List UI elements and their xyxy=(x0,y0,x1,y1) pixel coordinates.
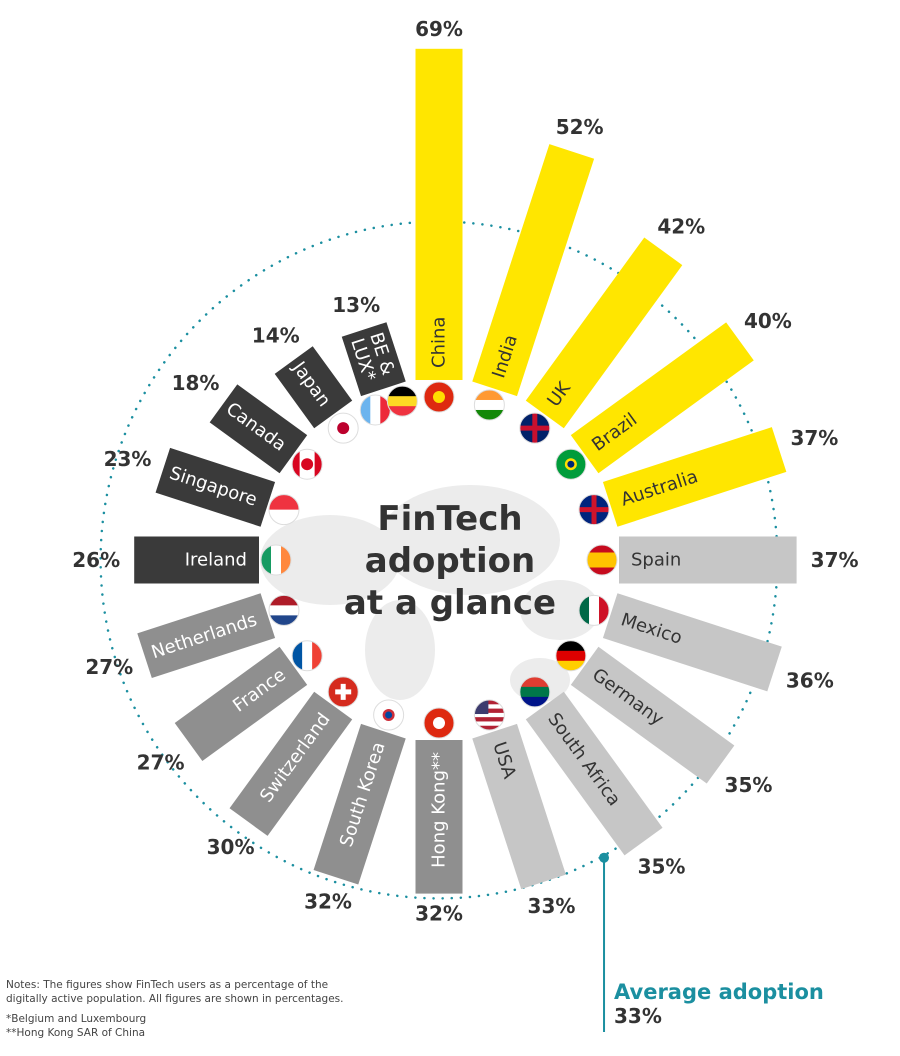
bar-label-ireland: Ireland xyxy=(185,550,247,571)
bar-label-china: China xyxy=(429,317,450,368)
uk-flag-icon xyxy=(519,413,550,444)
value-label-mexico: 36% xyxy=(786,668,834,692)
map-landmass xyxy=(380,485,560,595)
title-line: at a glance xyxy=(344,583,556,623)
value-label-china: 69% xyxy=(415,17,463,41)
value-label-spain: 37% xyxy=(811,548,859,572)
map-landmass xyxy=(365,600,435,700)
bar-group-spain: Spain 37% xyxy=(619,536,859,584)
footnote-belgium-luxembourg: *Belgium and Luxembourg xyxy=(6,1013,147,1025)
value-label-brazil: 40% xyxy=(744,309,792,333)
canada-flag-icon xyxy=(292,449,323,480)
netherlands-flag-icon xyxy=(268,595,299,626)
bar-group-hong-kong: Hong Kong** 32% xyxy=(415,740,463,926)
average-adoption: Average adoption 33% xyxy=(614,980,824,1028)
bar-india xyxy=(472,144,595,397)
germany-flag-icon xyxy=(555,640,586,671)
average-adoption-label: Average adoption xyxy=(614,980,824,1004)
china-flag-icon xyxy=(424,382,454,412)
bar-south-africa xyxy=(525,691,663,856)
value-label-be-lux: 13% xyxy=(332,293,380,317)
value-label-singapore: 23% xyxy=(104,447,152,471)
usa-flag-icon xyxy=(474,700,505,731)
map-landmass xyxy=(260,515,400,605)
bar-label-spain: Spain xyxy=(631,550,681,571)
average-adoption-value: 33% xyxy=(614,1004,662,1028)
value-label-netherlands: 27% xyxy=(85,655,133,679)
spain-flag-icon xyxy=(587,545,617,575)
map-landmass xyxy=(520,580,600,640)
value-label-ireland: 26% xyxy=(72,548,120,572)
bar-label-hong-kong: Hong Kong** xyxy=(429,752,450,868)
bar-usa xyxy=(472,723,566,890)
value-label-canada: 18% xyxy=(172,371,220,395)
brazil-flag-icon xyxy=(555,449,586,480)
bar-hong-kong xyxy=(415,740,463,894)
value-label-switzerland: 30% xyxy=(207,835,255,859)
south-africa-flag-icon xyxy=(519,676,550,707)
value-label-france: 27% xyxy=(137,750,185,774)
bar-be-lux xyxy=(341,322,406,397)
australia-flag-icon xyxy=(579,494,610,525)
belgium-flag-icon xyxy=(387,386,418,417)
value-label-usa: 33% xyxy=(528,894,576,918)
bar-mexico xyxy=(602,593,782,692)
notes-text: Notes: The figures show FinTech users as… xyxy=(6,979,344,1005)
value-label-germany: 35% xyxy=(725,773,773,797)
value-label-japan: 14% xyxy=(252,323,300,347)
mexico-flag-icon xyxy=(579,595,610,626)
notes: Notes: The figures show FinTech users as… xyxy=(6,978,366,1040)
bar-netherlands xyxy=(137,593,276,679)
luxembourg-flag-icon xyxy=(360,394,391,425)
switzerland-flag-icon xyxy=(328,676,359,707)
bar-group-ireland: Ireland 26% xyxy=(72,536,259,584)
hong-kong-flag-icon xyxy=(424,708,454,738)
average-marker xyxy=(599,852,610,1032)
bar-germany xyxy=(570,646,735,784)
value-label-india: 52% xyxy=(556,115,604,139)
bar-australia xyxy=(602,427,787,527)
value-label-australia: 37% xyxy=(790,426,838,450)
ireland-flag-icon xyxy=(261,545,291,575)
japan-flag-icon xyxy=(328,413,359,444)
bar-group-be-lux: BE &LUX*13% xyxy=(332,293,406,397)
bar-switzerland xyxy=(229,691,353,836)
south-korea-flag-icon xyxy=(373,700,404,731)
title-line: FinTech xyxy=(377,499,522,539)
value-label-south-africa: 35% xyxy=(638,854,686,878)
bar-spain xyxy=(619,536,797,584)
bar-ireland xyxy=(134,536,259,584)
title-line: adoption xyxy=(365,541,535,581)
bar-group-china: China 69% xyxy=(415,17,463,381)
bar-canada xyxy=(209,384,308,474)
value-label-uk: 42% xyxy=(657,215,705,239)
bar-singapore xyxy=(155,447,276,527)
bar-japan xyxy=(274,346,353,429)
bar-france xyxy=(174,646,308,761)
india-flag-icon xyxy=(474,389,505,420)
singapore-flag-icon xyxy=(268,494,299,525)
world-map-background xyxy=(260,485,600,702)
value-label-hong-kong: 32% xyxy=(415,902,463,926)
value-label-south-korea: 32% xyxy=(304,890,352,914)
bar-uk xyxy=(525,237,683,429)
bar-brazil xyxy=(570,322,754,474)
bar-china xyxy=(415,48,463,381)
bar-south-korea xyxy=(313,723,406,885)
footnote-hong-kong: **Hong Kong SAR of China xyxy=(6,1027,146,1039)
france-flag-icon xyxy=(292,640,323,671)
